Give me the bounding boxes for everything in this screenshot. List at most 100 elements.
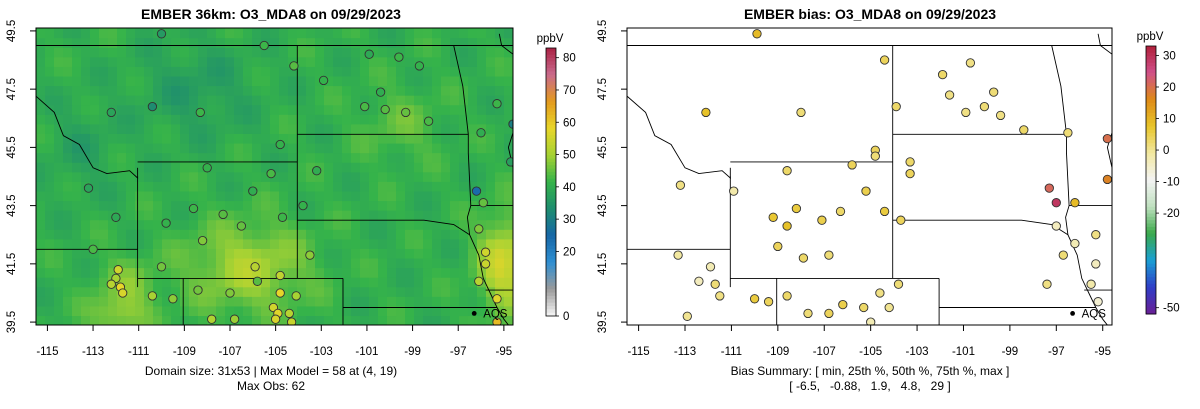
- heat-cell: [279, 181, 289, 192]
- heat-cell: [90, 95, 100, 106]
- heat-cell: [252, 219, 262, 230]
- heat-cell: [378, 56, 388, 67]
- heat-cell: [225, 277, 235, 288]
- heat-cell: [216, 305, 226, 317]
- heat-cell: [252, 286, 262, 297]
- heat-cell: [495, 257, 505, 269]
- heat-cell: [468, 152, 478, 163]
- heat-cell: [288, 114, 298, 125]
- heat-cell: [396, 162, 406, 173]
- observation-point: [394, 52, 404, 62]
- heat-cell: [90, 200, 100, 211]
- y-tick-label: 45.5: [597, 136, 609, 158]
- heat-cell: [261, 219, 271, 230]
- heat-cell: [351, 238, 361, 249]
- heat-cell: [234, 133, 244, 144]
- heat-cell: [459, 85, 469, 96]
- heat-cell: [297, 85, 307, 96]
- heat-cell: [459, 181, 469, 192]
- heat-cell: [144, 123, 154, 134]
- heat-cell: [135, 66, 145, 77]
- heat-cell: [405, 286, 415, 297]
- heat-cell: [387, 104, 397, 115]
- heat-cell: [486, 190, 496, 202]
- heat-cell: [216, 238, 226, 249]
- heat-cell: [324, 114, 334, 125]
- heat-cell: [414, 286, 424, 297]
- heat-cell: [162, 296, 172, 307]
- observation-point: [480, 259, 491, 269]
- heat-cell: [396, 315, 406, 325]
- observation-point: [284, 308, 294, 319]
- observation-point: [423, 116, 434, 126]
- colorbar-swatch: [546, 212, 556, 216]
- colorbar-swatch: [546, 232, 556, 237]
- y-axis-ticks: 39.541.543.545.547.549.5: [597, 20, 627, 333]
- heat-cell: [360, 238, 370, 249]
- heat-cell: [396, 66, 406, 77]
- x-tick-label: -99: [1002, 346, 1019, 358]
- heat-cell: [261, 133, 271, 144]
- colorbar-swatch: [546, 84, 556, 89]
- heat-cell: [477, 66, 487, 77]
- heat-cell: [90, 277, 100, 288]
- heat-cell: [270, 85, 280, 96]
- heat-cell: [243, 305, 253, 317]
- observation-point: [188, 203, 199, 214]
- heat-cell: [261, 238, 271, 249]
- heat-cell: [486, 219, 496, 230]
- colorbar-swatch: [546, 101, 556, 106]
- heat-cell: [432, 56, 442, 67]
- heat-cell: [468, 66, 478, 77]
- colorbar-swatch: [1146, 210, 1156, 214]
- heat-cell: [297, 162, 307, 173]
- heat-cell: [351, 152, 361, 163]
- heat-cell: [63, 28, 73, 39]
- heat-cell: [252, 315, 262, 325]
- heat-cell: [270, 181, 280, 192]
- heat-cell: [189, 210, 199, 221]
- heat-cell: [288, 142, 298, 154]
- heat-cell: [171, 305, 181, 317]
- heat-cell: [333, 162, 343, 173]
- heat-cell: [81, 37, 91, 48]
- heat-cell: [441, 315, 451, 325]
- observation-point: [763, 297, 774, 307]
- heat-cell: [288, 238, 298, 249]
- colorbar-swatch: [546, 259, 556, 263]
- colorbar-swatch: [1146, 260, 1156, 265]
- heat-cell: [54, 190, 64, 202]
- heat-cell: [54, 104, 64, 115]
- heat-cell: [72, 190, 82, 202]
- heat-cell: [351, 66, 361, 77]
- heat-cell: [405, 200, 415, 211]
- x-tick-label: -115: [628, 346, 650, 358]
- colorbar-swatch: [1146, 102, 1156, 107]
- heat-cell: [63, 37, 73, 48]
- heat-cell: [360, 286, 370, 297]
- heat-cell: [261, 95, 271, 106]
- colorbar-swatch: [546, 228, 556, 233]
- heat-cell: [351, 219, 361, 230]
- colorbar-swatch: [1146, 86, 1156, 91]
- heat-cell: [315, 267, 325, 278]
- heat-cell: [396, 104, 406, 115]
- heat-cell: [243, 248, 253, 259]
- station-dot: [1070, 311, 1075, 316]
- observation-point: [161, 218, 171, 228]
- heat-cell: [288, 219, 298, 230]
- heat-cell: [162, 257, 172, 269]
- state-boundary-line: [2, 46, 4, 177]
- heat-cell: [162, 238, 172, 249]
- heat-cell: [207, 257, 217, 269]
- heat-cell: [459, 219, 469, 230]
- colorbar-swatch: [546, 61, 556, 66]
- heat-cell: [252, 181, 262, 192]
- colorbar-swatch: [546, 128, 556, 133]
- heat-cell: [180, 142, 190, 154]
- heat-cell: [306, 267, 316, 278]
- heat-cell: [324, 37, 334, 48]
- heat-cell: [405, 114, 415, 125]
- heat-cell: [333, 142, 343, 154]
- heat-cell: [360, 210, 370, 221]
